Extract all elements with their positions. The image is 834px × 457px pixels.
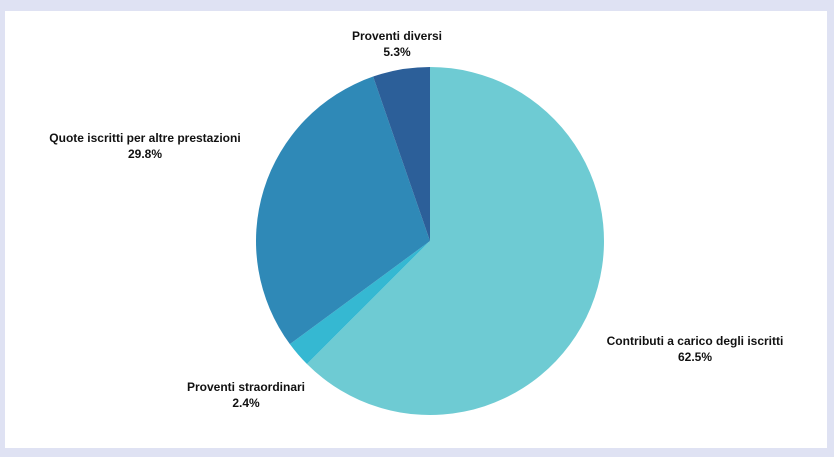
slice-label-1: Proventi straordinari [187,380,305,394]
slice-percent-0: 62.5% [678,350,712,364]
pie-slices [256,67,604,416]
slice-label-3: Proventi diversi [352,29,442,43]
slice-percent-1: 2.4% [232,396,260,410]
pie-slice-3 [373,67,430,241]
slice-percent-2: 29.8% [128,147,162,161]
slice-label-0: Contributi a carico degli iscritti [607,334,784,348]
slice-label-2: Quote iscritti per altre prestazioni [49,131,240,145]
slice-percent-3: 5.3% [383,45,411,59]
pie-slice-0 [306,67,604,416]
pie-slice-2 [256,76,430,345]
pie-slice-1 [289,241,430,365]
pie-chart: Contributi a carico degli iscritti 62.5% P… [49,29,783,416]
chart-panel: Contributi a carico degli iscritti 62.5% P… [5,11,827,448]
pie-labels: Contributi a carico degli iscritti 62.5% P… [49,29,783,410]
